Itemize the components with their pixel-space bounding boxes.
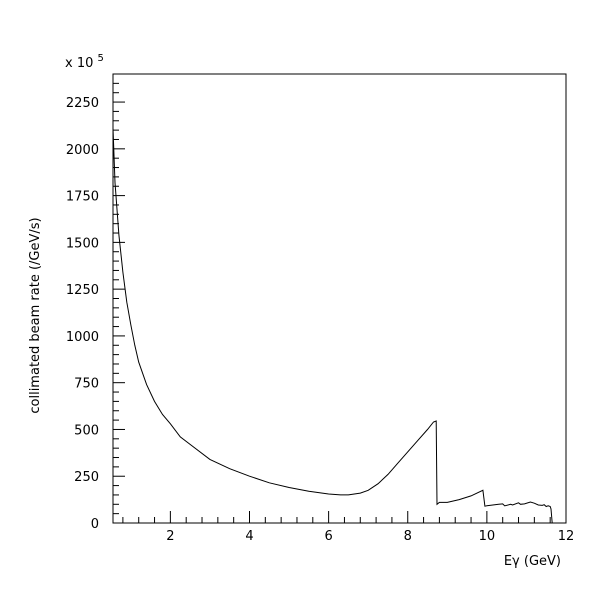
y-tick-label: 0 <box>91 517 99 532</box>
y-axis-multiplier-base: x 10 <box>65 56 93 71</box>
y-axis-multiplier-exponent: 5 <box>98 53 104 64</box>
y-tick-label: 250 <box>74 470 99 485</box>
y-axis-multiplier: x 10 5 <box>65 53 104 71</box>
x-axis-label: Eγ (GeV) <box>504 554 561 569</box>
y-tick-label: 1250 <box>66 283 99 298</box>
y-tick-label: 500 <box>74 423 99 438</box>
y-tick-label: 1750 <box>66 190 99 205</box>
x-tick-label: 8 <box>404 529 412 544</box>
series-line <box>112 128 553 524</box>
plot-frame <box>112 73 567 524</box>
y-tick-label: 1000 <box>66 330 99 345</box>
x-tick-label: 6 <box>324 529 332 544</box>
x-tick-label: 10 <box>479 529 496 544</box>
y-tick-label: 2250 <box>66 96 99 111</box>
x-tick-label: 12 <box>558 529 575 544</box>
y-tick-label: 750 <box>74 377 99 392</box>
x-tick-label: 2 <box>166 529 174 544</box>
y-axis-label: collimated beam rate (/GeV/s) <box>28 217 43 413</box>
tick-labels: 2 4 6 8 10 12 0 250 500 750 1000 1250 1500 1750 2000 22… <box>66 96 574 544</box>
x-tick-label: 4 <box>245 529 253 544</box>
y-tick-label: 2000 <box>66 143 99 158</box>
y-tick-label: 1500 <box>66 236 99 251</box>
axes <box>112 73 567 524</box>
ticks <box>113 73 567 524</box>
